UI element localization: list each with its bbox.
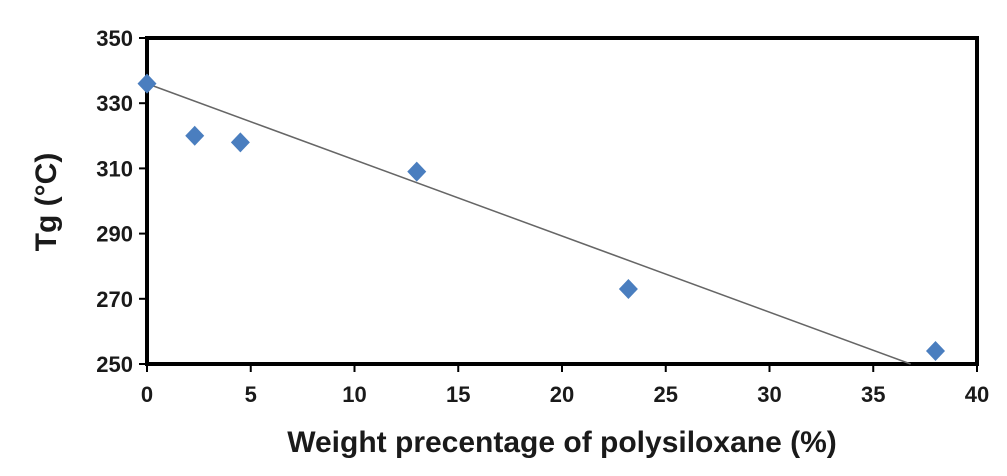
x-tick-labels: 0 5 10 15 20 25 30 35 40 [141,382,989,407]
data-point [926,340,945,361]
y-tick-label: 350 [96,26,133,51]
y-tick-labels: 250 270 290 310 330 350 [96,26,133,377]
x-tick-label: 30 [757,382,781,407]
trendline-layer [146,82,911,365]
data-points-layer [137,73,945,361]
x-tick-label: 25 [654,382,678,407]
x-tick-label: 5 [245,382,257,407]
data-point [618,279,638,300]
plot-frame [145,36,979,366]
x-tick-label: 0 [141,382,153,407]
plot-area [139,36,979,372]
data-point [185,125,205,146]
y-tick-label: 310 [96,156,133,181]
data-point [137,73,157,94]
x-tick-label: 15 [446,382,470,407]
trendline [146,82,911,365]
x-axis-title: Weight precentage of polysiloxane (%) [287,426,837,459]
x-tick-label: 40 [965,382,989,407]
x-tick-label: 20 [550,382,574,407]
data-point [407,161,427,182]
y-tick-label: 290 [96,222,133,247]
y-axis-title: Tg (°C) [30,153,63,252]
y-tick-label: 270 [96,287,133,312]
x-tick-label: 10 [342,382,366,407]
y-tick-label: 250 [96,352,133,377]
data-point [230,132,250,153]
x-tick-label: 35 [861,382,885,407]
y-tick-label: 330 [96,91,133,116]
